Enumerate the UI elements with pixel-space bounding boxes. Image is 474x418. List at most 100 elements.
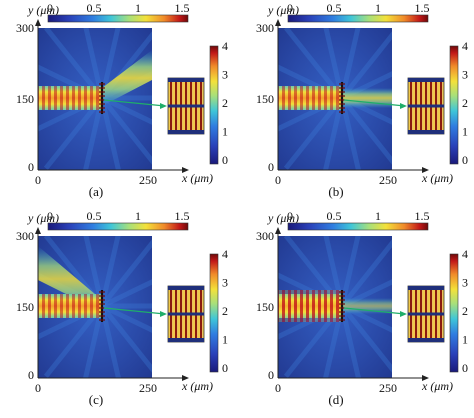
side-colorbar-tick: 1 — [222, 125, 228, 139]
transmitted-beam — [342, 298, 392, 314]
callout-arrow — [343, 307, 406, 315]
y-tick-label: 300 — [256, 229, 274, 243]
top-colorbar-tick: 1.5 — [415, 209, 430, 223]
callout-arrowhead — [160, 103, 167, 109]
scatter-ray — [323, 97, 345, 170]
inset-band-top — [168, 286, 204, 290]
top-colorbar-tick: 0 — [287, 1, 293, 15]
field-map — [38, 28, 152, 170]
callout-arrow — [343, 99, 406, 107]
scatter-ray — [83, 28, 105, 99]
inset-pattern — [407, 77, 445, 135]
scatter-ray — [83, 236, 105, 307]
y-axis-label: y (μm) — [27, 211, 59, 225]
x-tick-label: 0 — [35, 173, 41, 187]
y-axis-arrow — [35, 227, 41, 234]
x-axis-arrow — [182, 375, 189, 381]
x-tick-label: 0 — [275, 173, 281, 187]
inset-band-mid — [168, 312, 204, 316]
x-tick-label: 250 — [379, 381, 397, 395]
x-axis-label: x (μm) — [181, 379, 213, 393]
side-colorbar-tick: 4 — [222, 39, 228, 53]
scatter-ray — [339, 28, 361, 99]
side-colorbar-tick: 1 — [462, 125, 468, 139]
inset-band-mid — [168, 104, 204, 108]
incident-fringes — [38, 86, 102, 110]
side-colorbar-tick: 2 — [462, 304, 468, 318]
y-axis-arrow — [275, 19, 281, 26]
scatter-ray — [100, 239, 152, 308]
scatter-ray — [99, 305, 121, 378]
field-map — [38, 236, 152, 378]
side-colorbar — [209, 45, 219, 165]
inset-band-bottom — [408, 130, 444, 134]
callout-arrow — [103, 99, 166, 107]
side-colorbar-tick: 0 — [222, 361, 228, 375]
side-colorbar-tick: 2 — [222, 96, 228, 110]
side-colorbar — [449, 253, 459, 373]
scatter-ray — [100, 279, 152, 309]
top-colorbar — [47, 14, 189, 23]
scatter-ray — [340, 239, 392, 308]
y-axis-arrow — [35, 19, 41, 26]
scatter-ray — [99, 236, 121, 307]
x-axis-arrow — [182, 167, 189, 173]
y-axis-label: y (μm) — [267, 211, 299, 225]
panel-label: (d) — [328, 392, 343, 407]
side-colorbar-tick: 2 — [462, 96, 468, 110]
side-colorbar-tick: 4 — [462, 39, 468, 53]
side-colorbar-tick: 0 — [222, 153, 228, 167]
top-colorbar-tick: 0.5 — [327, 209, 342, 223]
top-colorbar-tick: 0 — [287, 209, 293, 223]
x-axis-arrow — [422, 375, 429, 381]
y-tick-label: 0 — [268, 160, 274, 174]
side-colorbar — [209, 253, 219, 373]
top-colorbar — [47, 222, 189, 231]
inset-band-top — [408, 78, 444, 82]
side-colorbar-tick: 3 — [462, 276, 468, 290]
x-axis-label: x (μm) — [181, 171, 213, 185]
top-colorbar-tick: 0.5 — [327, 1, 342, 15]
y-tick-label: 150 — [256, 92, 274, 106]
standing-fringes — [278, 290, 342, 322]
inset-band-bottom — [168, 338, 204, 342]
callout-arrowhead — [400, 103, 407, 109]
top-colorbar-tick: 1 — [375, 209, 381, 223]
side-colorbar-tick: 2 — [222, 304, 228, 318]
top-colorbar-tick: 0.5 — [87, 209, 102, 223]
inset-band-bottom — [408, 338, 444, 342]
x-tick-label: 0 — [35, 381, 41, 395]
inset-band-mid — [408, 104, 444, 108]
side-colorbar-tick: 3 — [462, 68, 468, 82]
scatter-ray — [100, 95, 152, 125]
scatter-ray — [83, 97, 105, 170]
scatter-ray — [100, 303, 152, 333]
top-colorbar-tick: 1.5 — [175, 1, 190, 15]
y-tick-label: 0 — [28, 160, 34, 174]
callout-arrow — [103, 307, 166, 315]
x-axis-arrow — [422, 167, 429, 173]
scatter-ray — [339, 305, 361, 378]
scatter-ray — [99, 97, 121, 170]
panel-label: (a) — [89, 184, 103, 199]
y-tick-label: 150 — [16, 300, 34, 314]
y-axis-label: y (μm) — [267, 3, 299, 17]
top-colorbar-tick: 1.5 — [175, 209, 190, 223]
transmitted-beam — [342, 88, 392, 108]
top-colorbar — [287, 14, 429, 23]
side-colorbar-tick: 1 — [462, 333, 468, 347]
y-tick-label: 300 — [16, 229, 34, 243]
scatter-ray — [99, 28, 121, 99]
side-colorbar-tick: 1 — [222, 333, 228, 347]
x-axis-label: x (μm) — [421, 379, 453, 393]
side-colorbar-tick: 0 — [462, 361, 468, 375]
inset-pattern — [167, 285, 205, 343]
top-colorbar — [287, 222, 429, 231]
scatter-ray — [323, 28, 345, 99]
scatter-ray — [100, 304, 152, 373]
y-tick-label: 150 — [256, 300, 274, 314]
x-tick-label: 250 — [379, 173, 397, 187]
top-colorbar-tick: 1 — [375, 1, 381, 15]
